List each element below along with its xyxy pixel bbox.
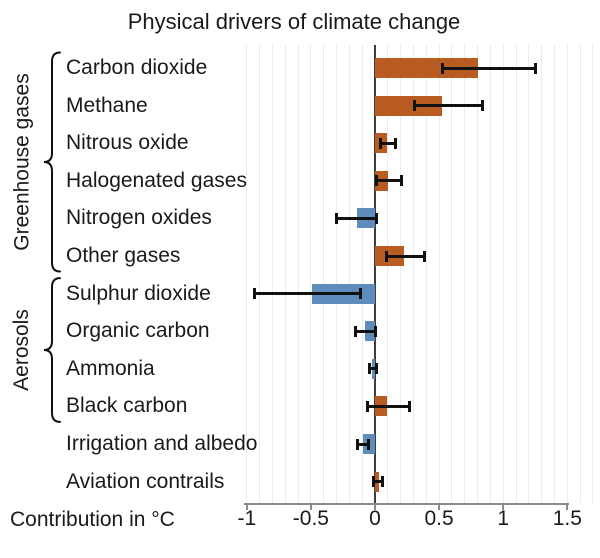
gridline (464, 45, 466, 503)
error-cap (335, 212, 339, 224)
error-cap (394, 137, 397, 149)
error-cap (481, 100, 485, 112)
axis-tick (309, 503, 312, 510)
error-bar (376, 179, 402, 183)
gridline (515, 45, 517, 503)
tick-label: 1 (497, 507, 510, 530)
error-bar (369, 367, 377, 371)
error-bar (380, 141, 396, 145)
tick-label: -1 (237, 507, 257, 530)
row-label: Ammonia (66, 356, 155, 380)
bar (375, 95, 442, 116)
error-cap (354, 325, 358, 337)
gridline (348, 45, 350, 503)
error-cap (533, 62, 537, 74)
gridline (400, 45, 402, 503)
error-cap (368, 363, 372, 375)
axis-tick (245, 503, 248, 510)
gridline (412, 45, 414, 503)
gridline (477, 45, 479, 503)
error-cap (423, 250, 427, 262)
gridline (246, 45, 248, 503)
gridline (387, 45, 389, 503)
gridline (336, 45, 338, 503)
axis-tick (502, 503, 505, 510)
error-cap (378, 137, 382, 149)
row-label: Black carbon (66, 394, 188, 418)
error-cap (374, 212, 378, 224)
error-cap (408, 400, 412, 412)
row-label: Halogenated gases (66, 168, 247, 192)
error-cap (400, 175, 404, 187)
zero-line (374, 45, 376, 503)
error-bar (386, 254, 425, 258)
row-label: Aviation contrails (66, 469, 225, 493)
error-bar (367, 404, 410, 408)
error-bar (254, 292, 361, 296)
gridline (284, 45, 286, 503)
axis-tick (374, 503, 376, 510)
error-bar (355, 329, 375, 333)
error-cap (413, 100, 417, 112)
gridline (566, 45, 568, 503)
group-label: Aerosols (10, 309, 34, 391)
gridline (438, 45, 440, 503)
tick-label: 0 (369, 507, 381, 530)
gridline (451, 45, 453, 503)
gridline (553, 45, 555, 503)
error-bar (373, 480, 383, 484)
gridline (541, 45, 543, 503)
row-label: Carbon dioxide (66, 56, 208, 79)
chart-title: Physical drivers of climate change (127, 9, 461, 34)
error-cap (252, 288, 256, 300)
gridline (592, 45, 594, 503)
gridline (502, 45, 504, 503)
row-label: Sulphur dioxide (66, 281, 211, 305)
x-axis-label: Contribution in °C (10, 508, 175, 531)
group-brace (43, 277, 61, 423)
error-bar (336, 216, 377, 220)
error-cap (355, 438, 359, 450)
axis-tick (438, 503, 441, 510)
x-axis-line (244, 503, 569, 505)
gridline (489, 45, 491, 503)
row-label: Nitrogen oxides (66, 206, 212, 230)
tick-label: -0.5 (292, 507, 329, 530)
gridline (259, 45, 261, 503)
row-label: Organic carbon (66, 319, 210, 343)
bar (375, 58, 478, 78)
error-cap (365, 400, 369, 412)
error-cap (381, 476, 385, 488)
gridline (271, 45, 273, 503)
gridline (528, 45, 530, 503)
gridline (425, 45, 427, 503)
tick-label: 0.5 (424, 507, 454, 530)
error-cap (359, 288, 363, 300)
row-label: Other gases (66, 244, 181, 267)
error-cap (373, 325, 377, 337)
error-cap (372, 476, 376, 488)
error-cap (441, 62, 445, 74)
group-label: Greenhouse gases (10, 73, 33, 251)
error-bar (442, 66, 536, 70)
error-cap (374, 363, 378, 375)
gridline (297, 45, 299, 503)
error-cap (367, 438, 371, 450)
gridline (323, 45, 325, 503)
row-label: Irrigation and albedo (66, 432, 258, 455)
axis-tick (566, 503, 569, 510)
error-cap (385, 250, 389, 262)
group-brace (43, 51, 61, 273)
gridline (361, 45, 363, 503)
row-label: Nitrous oxide (66, 131, 189, 155)
error-bar (357, 442, 369, 446)
error-cap (374, 175, 378, 187)
gridline (310, 45, 312, 503)
row-label: Methane (66, 93, 148, 117)
gridline (579, 45, 581, 503)
error-bar (414, 104, 483, 108)
tick-label: 1.5 (552, 507, 582, 530)
